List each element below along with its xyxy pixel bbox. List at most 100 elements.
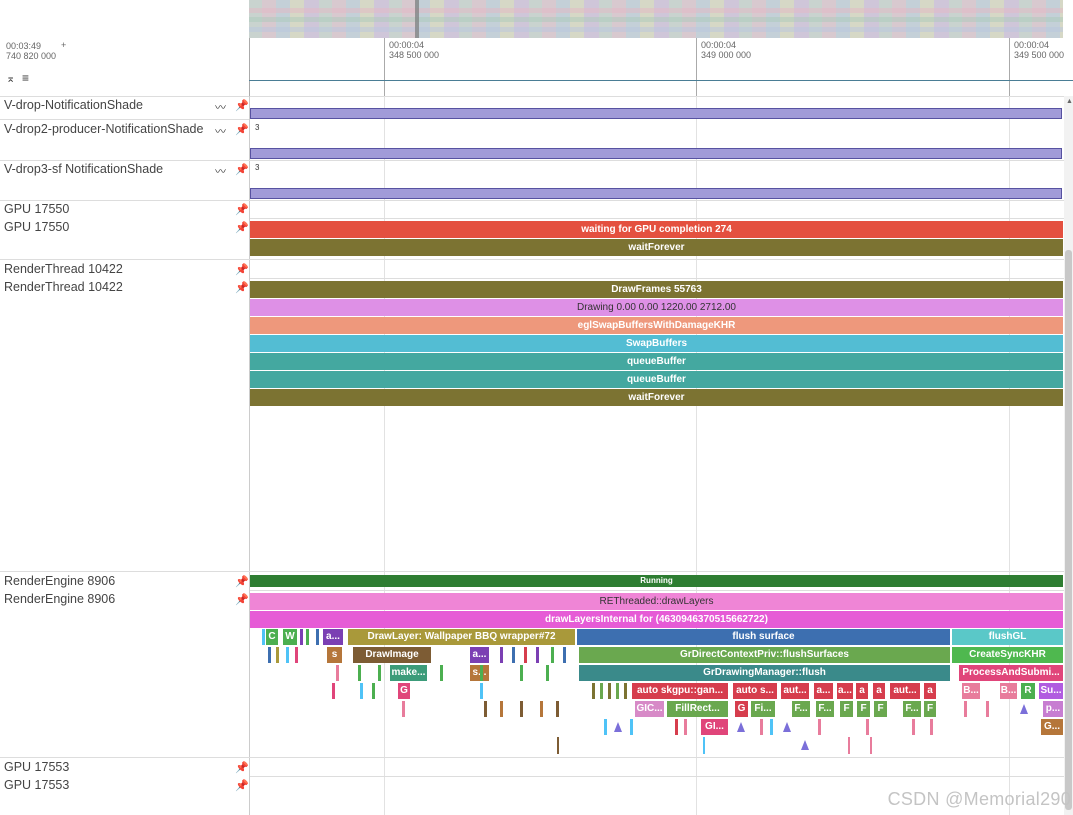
slice-l5-tiny[interactable] — [358, 665, 361, 681]
slice-l7-tiny[interactable] — [402, 701, 405, 717]
overview-cursor[interactable] — [415, 0, 419, 38]
flow-arrow-icon[interactable] — [783, 722, 791, 732]
slice-l4-tiny[interactable] — [268, 647, 271, 663]
slice-l7[interactable]: G — [735, 701, 748, 717]
slice-l4-tiny[interactable] — [295, 647, 298, 663]
pin-icon[interactable]: 📌 — [235, 124, 249, 136]
slice-l8-tiny[interactable] — [770, 719, 773, 735]
pin-icon[interactable]: 📌 — [235, 222, 249, 234]
slice-l6-tiny[interactable] — [608, 683, 611, 699]
slice-l6-tiny[interactable] — [332, 683, 335, 699]
slice-flush-surface[interactable]: flush surface — [577, 629, 950, 645]
slice-l7-tiny[interactable] — [520, 701, 523, 717]
counter-bar-vdrop2[interactable] — [250, 148, 1062, 159]
slice-wait-forever[interactable]: waitForever — [250, 239, 1063, 256]
slice-l7-tiny[interactable] — [540, 701, 543, 717]
slice-l6[interactable]: auto s... — [733, 683, 777, 699]
slice-l9-tiny[interactable] — [870, 737, 872, 754]
flow-arrow-icon[interactable] — [614, 722, 622, 732]
slice-l6[interactable]: a... — [814, 683, 833, 699]
slice-createsynckhr[interactable]: CreateSyncKHR — [952, 647, 1063, 663]
slice-l4-tiny[interactable] — [512, 647, 515, 663]
pin-icon[interactable]: 📌 — [235, 594, 249, 606]
slice-l3-tiny[interactable] — [262, 629, 265, 645]
slice-drawlayer-wallpaper[interactable]: DrawLayer: Wallpaper BBQ wrapper#72 — [348, 629, 575, 645]
slice-l7-tiny[interactable] — [484, 701, 487, 717]
slice-l7[interactable]: F — [840, 701, 853, 717]
slice-l3-tiny[interactable] — [306, 629, 309, 645]
slice-wait-forever[interactable]: waitForever — [250, 389, 1063, 406]
slice-drawframes[interactable]: DrawFrames 55763 — [250, 281, 1063, 298]
pin-icon[interactable]: 📌 — [235, 204, 249, 216]
slice-l7[interactable]: F... — [816, 701, 834, 717]
slice-l5-tiny[interactable] — [546, 665, 549, 681]
slice-l3[interactable]: a... — [323, 629, 343, 645]
slice-l6[interactable]: G — [398, 683, 410, 699]
scroll-up-icon[interactable]: ▲ — [1066, 98, 1073, 105]
slice-l4-tiny[interactable] — [286, 647, 289, 663]
chart-icon[interactable]: 〰 — [215, 126, 226, 138]
slice-skgpu[interactable]: auto skgpu::gan... — [632, 683, 728, 699]
slice-l4-tiny[interactable] — [563, 647, 566, 663]
slice-l5-tiny[interactable] — [440, 665, 443, 681]
chart-icon[interactable]: 〰 — [215, 166, 226, 178]
flow-arrow-icon[interactable] — [737, 722, 745, 732]
slice-l6[interactable]: a — [856, 683, 868, 699]
slice-queuebuffer[interactable]: queueBuffer — [250, 353, 1063, 370]
slice-l8-tiny[interactable] — [818, 719, 821, 735]
slice-eglswap[interactable]: eglSwapBuffersWithDamageKHR — [250, 317, 1063, 334]
slice-l6-tiny[interactable] — [592, 683, 595, 699]
slice-l8-tiny[interactable] — [912, 719, 915, 735]
slice-swapbuffers[interactable]: SwapBuffers — [250, 335, 1063, 352]
slice-l8[interactable]: GI... — [701, 719, 728, 735]
slice-rethreaded[interactable]: REThreaded::drawLayers — [250, 593, 1063, 610]
slice-l4-tiny[interactable] — [551, 647, 554, 663]
flow-arrow-icon[interactable] — [1020, 704, 1028, 714]
slice-l4-tiny[interactable] — [536, 647, 539, 663]
slice-l7-tiny[interactable] — [500, 701, 503, 717]
slice-l4[interactable]: a... — [470, 647, 489, 663]
scrollbar-thumb[interactable] — [1065, 250, 1072, 810]
slice-flushgl[interactable]: flushGL — [952, 629, 1063, 645]
slice-l3-tiny[interactable] — [316, 629, 319, 645]
slice-l4-tiny[interactable] — [276, 647, 279, 663]
slice-l5[interactable]: s... — [470, 665, 489, 681]
time-axis[interactable]: 00:00:04 348 500 000 00:00:04 349 000 000 … — [249, 38, 1073, 97]
slice-l6-tiny[interactable] — [480, 683, 483, 699]
slice-l5-tiny[interactable] — [336, 665, 339, 681]
slice-l8-tiny[interactable] — [684, 719, 687, 735]
slice-l8-tiny[interactable] — [604, 719, 607, 735]
slice-l7[interactable]: F... — [792, 701, 810, 717]
slice-fillrect[interactable]: FillRect... — [667, 701, 728, 717]
slice-l8[interactable]: G... — [1041, 719, 1063, 735]
slice-l6[interactable]: Su... — [1039, 683, 1063, 699]
slice-l7[interactable]: F... — [903, 701, 921, 717]
slice-running[interactable]: Running — [250, 575, 1063, 587]
slice-l6[interactable]: aut... — [781, 683, 809, 699]
slice-l7[interactable]: F — [857, 701, 870, 717]
slice-l8-tiny[interactable] — [760, 719, 763, 735]
slice-make[interactable]: make... — [390, 665, 427, 681]
overview-strip[interactable] — [249, 0, 1063, 38]
slice-l5-tiny[interactable] — [480, 665, 483, 681]
pin-icon[interactable]: 📌 — [235, 100, 249, 112]
slice-l9-tiny[interactable] — [557, 737, 559, 754]
slice-l3-tiny[interactable] — [300, 629, 303, 645]
slice-flushsurfaces[interactable]: GrDirectContextPriv::flushSurfaces — [579, 647, 950, 663]
slice-l7-tiny[interactable] — [556, 701, 559, 717]
slice-l7-tiny[interactable] — [964, 701, 967, 717]
slice-processandsubmit[interactable]: ProcessAndSubmi... — [959, 665, 1063, 681]
slice-l5-tiny[interactable] — [520, 665, 523, 681]
slice-grdrawingmanager-flush[interactable]: GrDrawingManager::flush — [579, 665, 950, 681]
counter-bar-vdrop3[interactable] — [250, 188, 1062, 199]
slice-l6[interactable]: a... — [837, 683, 853, 699]
slice-l6-tiny[interactable] — [360, 683, 363, 699]
slice-l9-tiny[interactable] — [848, 737, 850, 754]
counter-bar-vdrop[interactable] — [250, 108, 1062, 119]
slice-l8-tiny[interactable] — [675, 719, 678, 735]
slice-l7[interactable]: F — [874, 701, 887, 717]
slice-l6[interactable]: B... — [1000, 683, 1017, 699]
slice-l6[interactable]: R — [1021, 683, 1035, 699]
slice-l6-tiny[interactable] — [600, 683, 603, 699]
collapse-all-icon[interactable]: ⌅ — [6, 73, 16, 85]
